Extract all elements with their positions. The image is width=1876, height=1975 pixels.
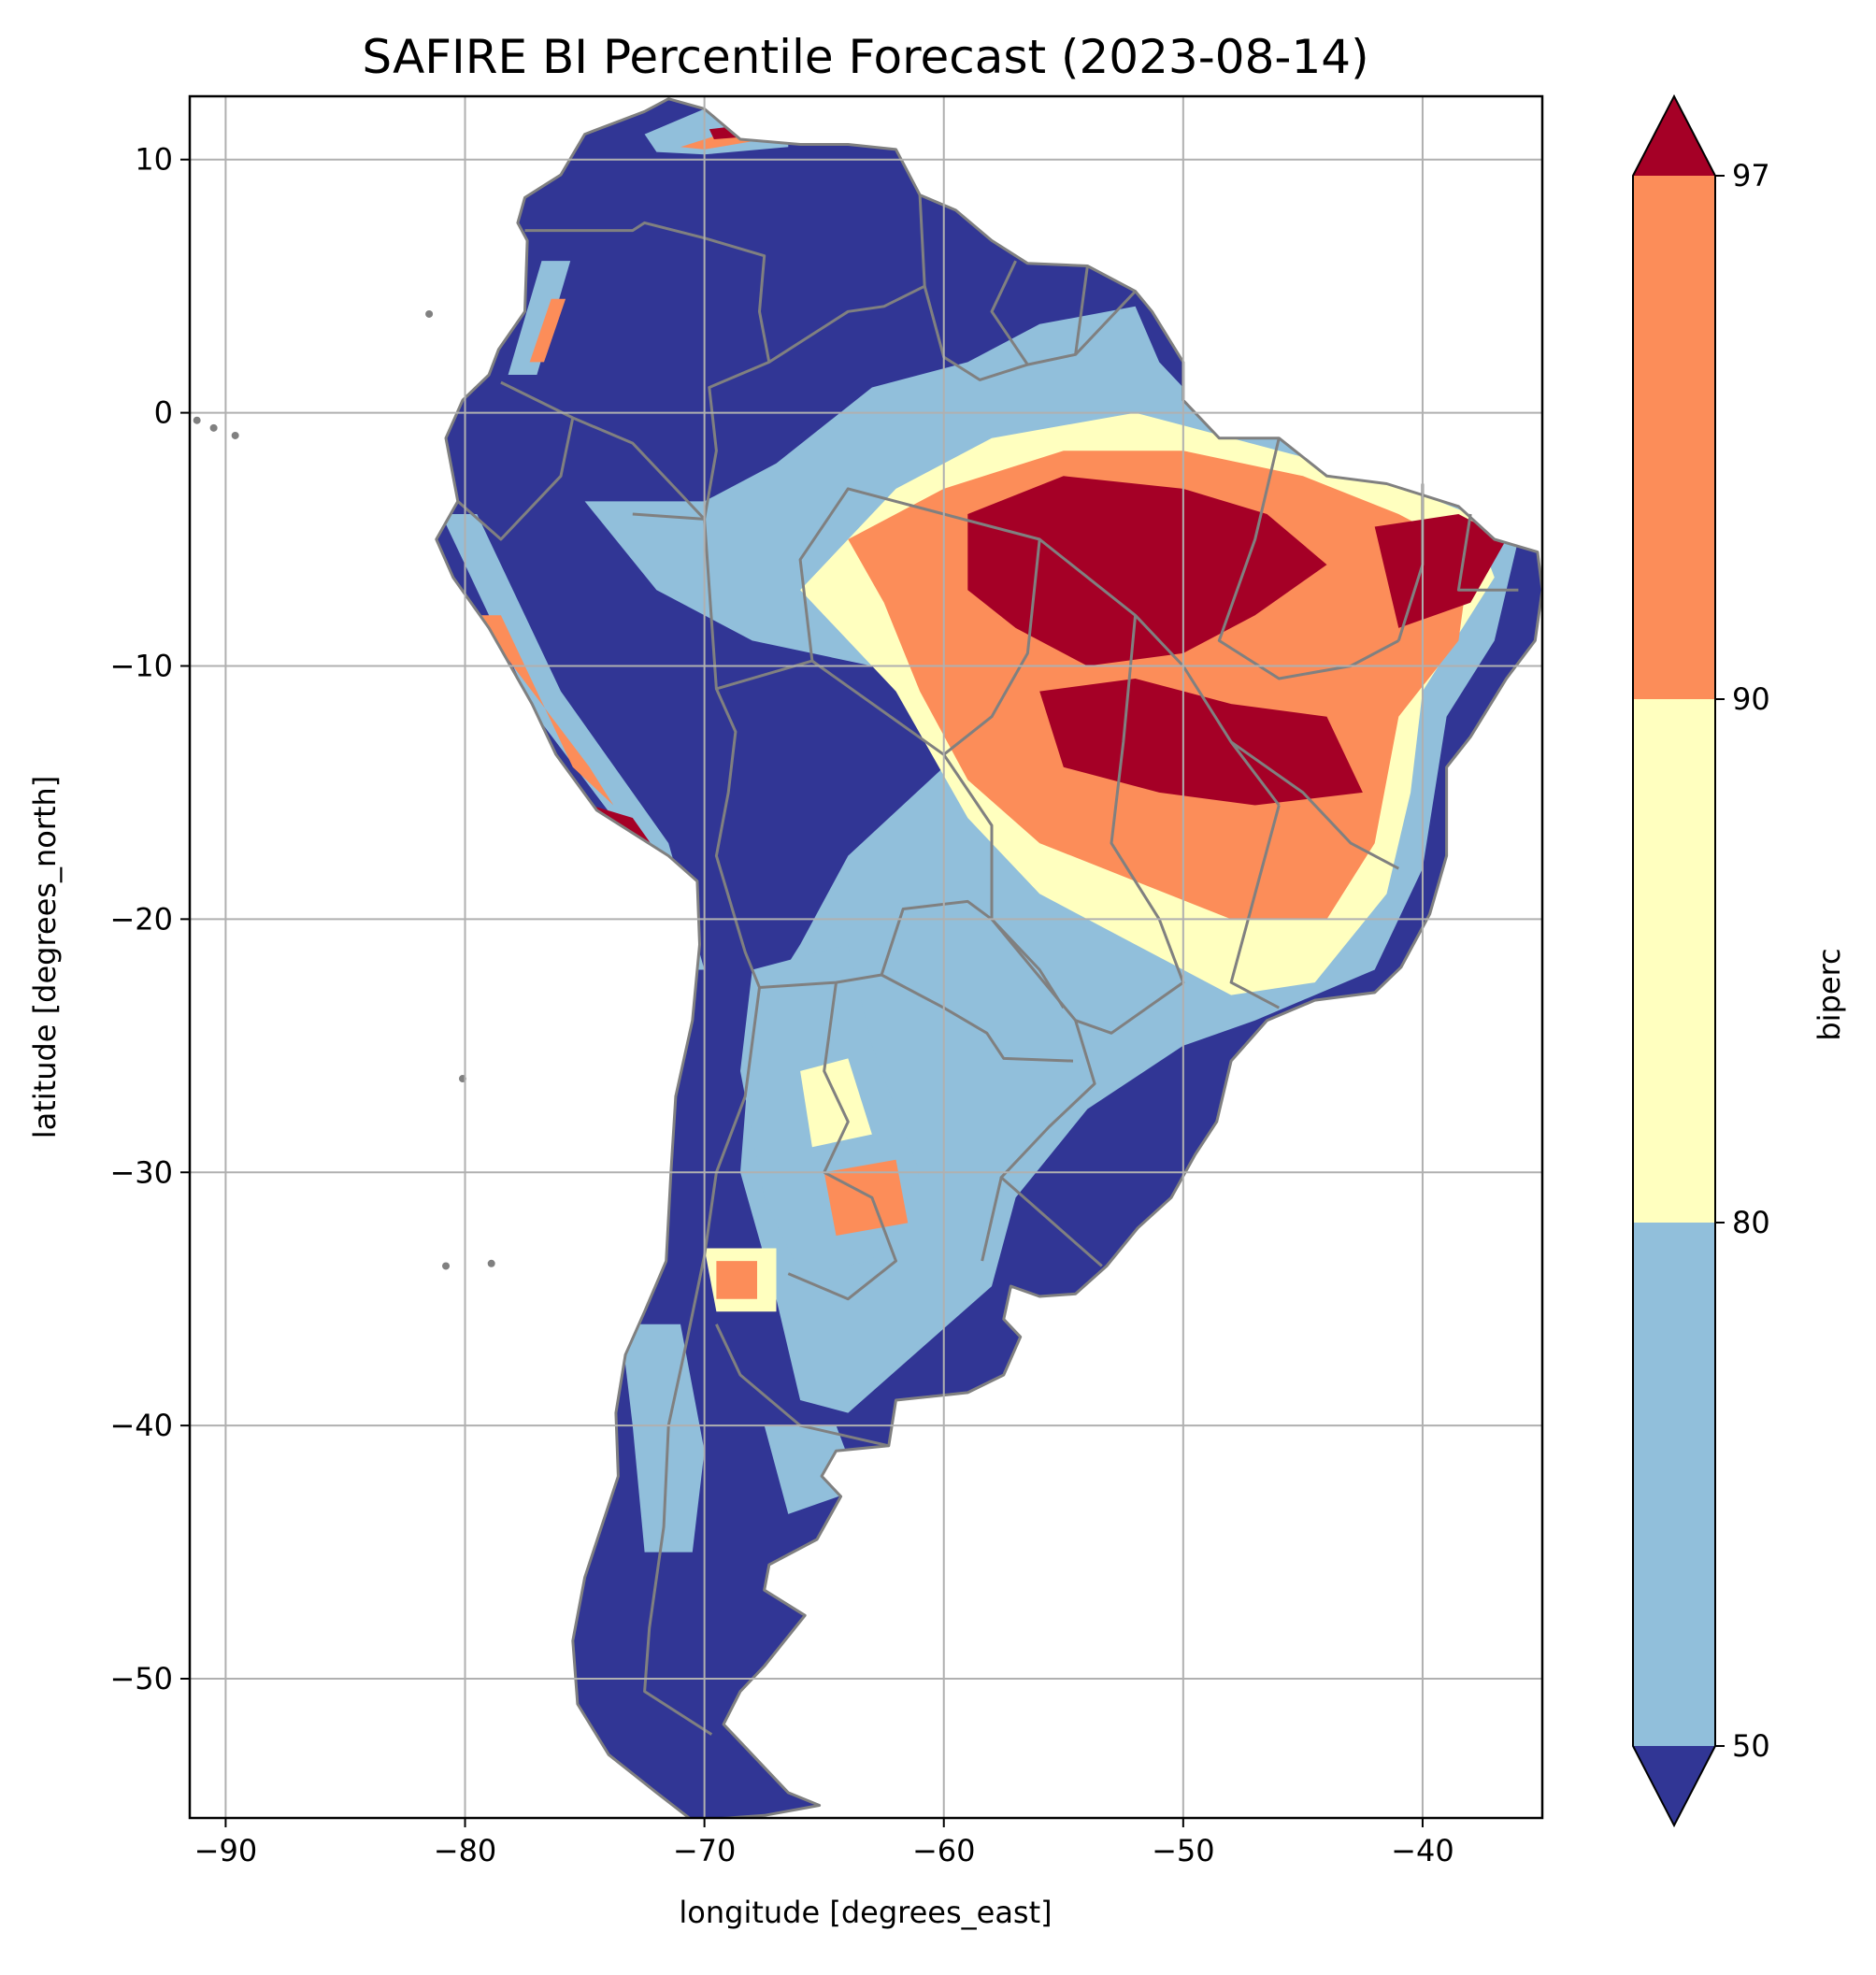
border-line-19 (787, 1170, 897, 1301)
colorbar-tick-label-1: 80 (1732, 1205, 1770, 1240)
island-2 (231, 431, 239, 439)
region-above-97-3 (967, 476, 1327, 666)
x-axis-ticks: −90 −80 −70 −60 −50 −40 (194, 1818, 1454, 1868)
region-90-97-20 (529, 298, 566, 363)
border-line-13 (942, 538, 1041, 756)
region-50-80-14 (621, 1324, 705, 1553)
region-above-97-5 (1374, 514, 1507, 628)
island-0 (209, 423, 218, 432)
x-tick-label-3: −60 (912, 1833, 976, 1868)
x-tick-label-4: −50 (1152, 1833, 1215, 1868)
border-line-2 (759, 899, 993, 989)
region-90-97-10 (716, 1261, 757, 1299)
region-90-97-12 (477, 615, 614, 806)
border-line-20 (823, 981, 850, 1173)
colorbar-tick-label-0: 50 (1732, 1728, 1770, 1764)
border-line-9 (923, 285, 1137, 381)
border-line-3 (881, 973, 1074, 1063)
y-tick-label-3: −20 (109, 901, 173, 937)
x-axis-label: longitude [degrees_east] (679, 1895, 1052, 1930)
border-line-17 (1229, 805, 1281, 1009)
x-tick-label-2: −70 (673, 1833, 737, 1868)
chart-title: SAFIRE BI Percentile Forecast (2023-08-1… (362, 30, 1368, 84)
percentile-regions (440, 108, 1519, 1553)
y-tick-label-4: −30 (109, 1154, 173, 1190)
x-tick-label-1: −80 (434, 1833, 497, 1868)
y-axis-label: latitude [degrees_north] (27, 776, 63, 1139)
y-axis-ticks: 10 0 −10 −20 −30 −40 −50 (109, 142, 190, 1696)
y-tick-label-1: 0 (154, 395, 173, 431)
y-tick-label-5: −40 (109, 1408, 173, 1443)
colorbar-label: biperc (1812, 948, 1847, 1040)
y-tick-label-2: −10 (109, 648, 173, 683)
colorbar: 50 80 90 97 (1632, 93, 1770, 1828)
y-tick-label-0: 10 (135, 142, 173, 178)
y-tick-label-6: −50 (109, 1661, 173, 1696)
border-line-21 (990, 918, 1066, 1009)
border-line-16 (1230, 740, 1400, 870)
border-line-4 (981, 1177, 1003, 1262)
colorbar-tick-label-2: 90 (1732, 681, 1770, 717)
border-line-10 (990, 260, 1029, 365)
coastline (435, 97, 1542, 1818)
colorbar-segment-50-80 (1633, 1223, 1715, 1746)
border-line-0 (632, 512, 1103, 1267)
border-line-15 (1217, 437, 1400, 680)
colorbar-extend-top (1633, 96, 1715, 176)
border-line-23 (1456, 513, 1519, 592)
colorbar-segment-90-97 (1633, 176, 1715, 699)
border-line-11 (1074, 265, 1089, 355)
x-tick-label-0: −90 (194, 1833, 258, 1868)
region-90-97-8 (823, 1159, 909, 1236)
region-50-80-19 (508, 261, 571, 375)
border-line-5 (500, 380, 706, 521)
island-3 (442, 1262, 451, 1270)
colorbar-tick-label-3: 97 (1732, 158, 1770, 193)
border-line-8 (767, 194, 926, 364)
border-line-7 (524, 221, 771, 520)
island-5 (425, 309, 434, 318)
x-tick-label-5: −40 (1391, 1833, 1454, 1868)
colorbar-extend-bottom (1633, 1746, 1715, 1825)
island-1 (193, 416, 201, 424)
island-4 (487, 1259, 495, 1267)
plot-frame (188, 94, 1544, 1820)
colorbar-segment-80-90 (1633, 699, 1715, 1223)
gridlines (190, 96, 1542, 1818)
region-80-90-7 (800, 1058, 872, 1148)
border-line-6 (456, 417, 575, 541)
border-line-18 (715, 1324, 890, 1448)
